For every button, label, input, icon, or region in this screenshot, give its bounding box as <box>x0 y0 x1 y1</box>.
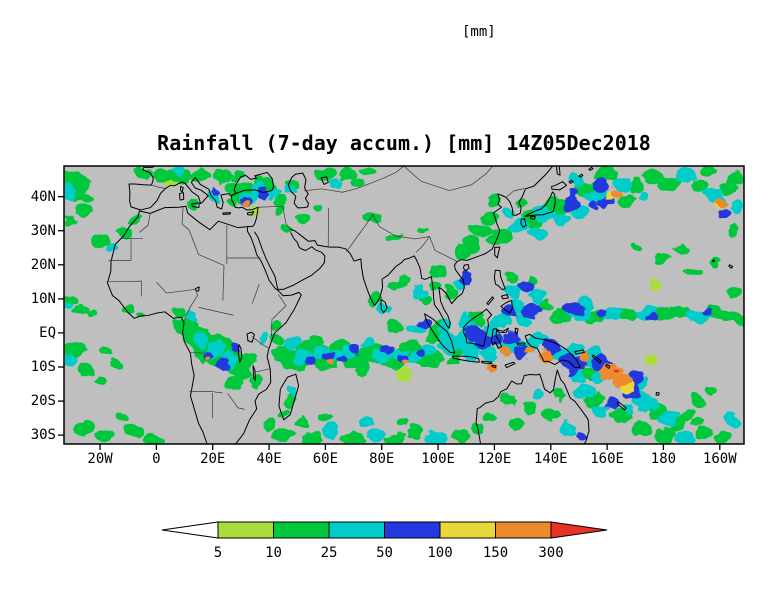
coast-srilanka <box>381 300 387 313</box>
lat-tick-label: 30N <box>30 222 56 239</box>
coast-borneo <box>464 309 492 346</box>
lat-tick-label: 30S <box>30 427 56 444</box>
coast-seram <box>517 343 525 345</box>
coast-arabia <box>255 232 325 289</box>
coast-turkey <box>231 196 258 210</box>
lake-chad <box>195 287 199 291</box>
colorbar-tick-label: 25 <box>320 545 338 561</box>
coast-kurils <box>569 167 593 183</box>
lake-tanganyika <box>238 345 241 363</box>
rain-shading <box>64 166 744 444</box>
coast-italy <box>178 178 208 204</box>
coast-java <box>453 356 479 362</box>
country-borders <box>109 165 525 418</box>
coast-solomons-2 <box>606 364 610 368</box>
lon-tick-label: 0 <box>152 451 161 467</box>
colorbar <box>161 521 608 539</box>
map-frame <box>63 165 745 445</box>
lat-tick-label: 20N <box>30 256 56 273</box>
coast-kyushu <box>521 218 526 227</box>
coast-aral <box>321 177 328 184</box>
colorbar-tick-label: 10 <box>265 545 282 561</box>
coast-caspian <box>288 173 308 208</box>
lon-tick-label: 100E <box>421 451 455 467</box>
coast-sumba <box>492 365 496 367</box>
coast-hainan <box>463 264 469 270</box>
lake-victoria <box>247 332 254 342</box>
rainfall-map <box>58 165 745 450</box>
axis-ticks <box>58 196 721 450</box>
lat-tick-label: 10S <box>30 359 56 375</box>
coast-taiwan <box>495 247 500 258</box>
lat-tick-label: 20S <box>30 393 56 410</box>
coast-corsica <box>181 186 184 191</box>
coast-cyprus <box>247 212 253 215</box>
colorbar-tick-label: 50 <box>376 545 393 561</box>
colorbar-segment <box>495 521 552 539</box>
colorbar-segment <box>273 521 330 539</box>
lakes <box>195 287 255 381</box>
lon-tick-label: 160W <box>702 451 737 467</box>
colorbar-above-arrow <box>550 521 608 539</box>
colorbar-unit: [mm] <box>462 24 496 40</box>
coast-visayas <box>501 294 508 298</box>
colorbar-tick-label: 300 <box>538 545 564 561</box>
lon-tick-label: 160E <box>590 451 624 467</box>
colorbar-tick-label: 5 <box>213 545 223 561</box>
coast-newcaledonia <box>617 402 626 410</box>
coast-luzon <box>494 270 505 289</box>
colorbar-tick-label: 150 <box>482 545 509 561</box>
lat-tick-label: 40N <box>30 188 56 205</box>
coast-palawan <box>487 297 494 305</box>
coast-solomons <box>592 355 600 363</box>
colorbar-segment <box>439 521 496 539</box>
map-title: Rainfall (7-day accum.) [mm] 14Z05Dec201… <box>157 131 651 155</box>
lon-tick-label: 140E <box>533 451 568 467</box>
coast-shikoku <box>530 216 535 219</box>
coast-newbritain <box>575 350 585 354</box>
coast-balkans-blacksea <box>195 172 273 208</box>
lon-tick-label: 40E <box>256 451 282 467</box>
coast-fiji <box>656 393 659 396</box>
coast-australia <box>476 370 589 444</box>
coast-mindanao <box>501 300 513 313</box>
lake-malawi <box>253 366 256 381</box>
colorbar-segment <box>217 521 274 539</box>
lon-tick-label: 80E <box>369 451 395 467</box>
lon-tick-label: 60E <box>312 451 339 467</box>
coast-asia-main <box>291 165 554 328</box>
coast-lesser-sunda <box>482 361 492 363</box>
lon-tick-label: 20E <box>200 451 226 467</box>
coast-sakhalin <box>556 165 560 175</box>
coast-sulawesi-arm <box>496 328 508 333</box>
colorbar-tick-label: 100 <box>427 545 453 561</box>
coast-newguinea <box>525 334 580 367</box>
coast-iberia-france <box>129 165 178 210</box>
coast-madagascar <box>279 374 299 420</box>
coast-crete <box>223 213 231 215</box>
coastlines <box>107 165 732 450</box>
coast-levant <box>248 207 258 226</box>
coast-hokkaido <box>552 182 567 190</box>
coast-sardinia <box>179 193 183 200</box>
colorbar-segment <box>328 521 385 539</box>
colorbar-segment <box>384 521 441 539</box>
lat-tick-label: EQ <box>39 324 56 341</box>
coast-sumatra <box>425 314 455 353</box>
coast-honshu <box>525 192 555 217</box>
lat-tick-label: 10N <box>30 290 56 307</box>
coast-sulawesi <box>491 329 501 348</box>
coast-halmahera <box>515 328 518 334</box>
lon-tick-label: 120E <box>477 451 512 467</box>
coast-timor <box>505 362 515 367</box>
coast-sicily <box>191 203 199 208</box>
lon-tick-label: 180 <box>650 451 677 467</box>
coast-hawaii <box>712 260 732 268</box>
colorbar-below-arrow <box>161 521 219 539</box>
lon-tick-label: 20W <box>87 451 113 467</box>
